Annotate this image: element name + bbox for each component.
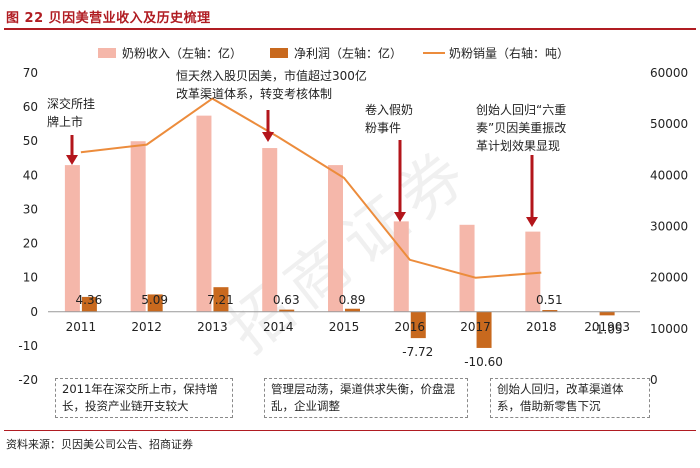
profit-bar [147, 294, 163, 312]
annotation-text-2: 恒天然入股贝因美，市值超过300亿 [176, 68, 367, 83]
profit-data-label: -10.60 [464, 355, 503, 369]
annotation-text-3: 粉事件 [365, 121, 401, 135]
profit-data-label: -7.72 [402, 345, 433, 359]
figure-header: 图 22 贝因美营业收入及历史梳理 [0, 0, 700, 30]
right-axis-tick: 60000 [650, 66, 688, 80]
category-label: 2015 [329, 320, 360, 334]
note-box-3: 创始人回归，改革渠道体系，借助新零售下沉 [490, 378, 650, 418]
category-label: 2014 [263, 320, 294, 334]
note-text-2: 管理层动荡，渠道供求失衡，价盘混乱，企业调整 [271, 382, 455, 413]
profit-bar [81, 296, 97, 312]
profit-data-label: 0.63 [273, 293, 300, 307]
figure-title: 图 22 贝因美营业收入及历史梳理 [6, 11, 211, 26]
annotation-arrow-head-3 [394, 212, 406, 222]
right-axis-tick: 20000 [650, 271, 688, 285]
annotation-text-3: 卷入假奶 [365, 102, 413, 117]
right-axis-tick: 30000 [650, 220, 688, 234]
right-axis-tick: 40000 [650, 168, 688, 182]
revenue-bar [130, 141, 146, 312]
profit-data-label: 0.51 [536, 293, 563, 307]
left-axis-tick: 70 [23, 66, 38, 80]
annotation-text-1: 深交所挂 [47, 96, 95, 111]
category-label: 2016 [395, 320, 426, 334]
annotation-arrow-head-4 [526, 217, 538, 227]
profit-bar [476, 311, 492, 348]
annotation-text-2: 改革渠道体系，转变考核体制 [176, 86, 332, 101]
profit-data-label: 4.36 [76, 293, 103, 307]
left-axis-tick: 20 [23, 237, 38, 251]
category-label: 2012 [131, 320, 162, 334]
title-rule [4, 28, 696, 30]
profit-bar [542, 310, 558, 312]
revenue-bar [262, 148, 278, 312]
profit-bar [410, 311, 426, 339]
profit-data-label: -1.05 [592, 322, 623, 336]
profit-bar [213, 287, 229, 312]
left-axis-tick: 60 [23, 100, 38, 114]
category-label: 2018 [526, 320, 557, 334]
annotation-text-4: 奏”贝因美重振改 [476, 121, 566, 135]
revenue-bar [328, 165, 343, 312]
right-axis-tick: 0 [650, 373, 658, 387]
annotation-arrow-head-1 [66, 155, 78, 165]
profit-data-label: 7.21 [207, 293, 234, 307]
annotation-text-4: 创始人回归“六重 [476, 103, 566, 117]
legend-swatch-1 [98, 48, 116, 58]
left-axis-tick: -20 [18, 373, 38, 387]
note-text-3: 创始人回归，改革渠道体系，借助新零售下沉 [497, 382, 624, 413]
revenue-bar [196, 115, 212, 312]
left-axis-tick: -10 [18, 339, 38, 353]
source-note: 资料来源：贝因美公司公告、招商证券 [6, 438, 193, 451]
profit-bar [345, 308, 360, 312]
category-label: 201903 [584, 320, 630, 334]
legend-label-1: 奶粉收入（左轴：亿） [122, 46, 242, 61]
left-axis-tick: 10 [23, 271, 38, 285]
annotation-text-1: 牌上市 [47, 114, 83, 129]
right-axis-tick: 10000 [650, 322, 688, 336]
legend-swatch-2 [270, 48, 288, 58]
left-axis-tick: 30 [23, 202, 38, 216]
profit-data-label: 5.09 [141, 293, 168, 307]
revenue-bar [525, 231, 541, 312]
revenue-bar [393, 221, 409, 312]
revenue-bar [459, 224, 475, 312]
profit-data-label: 0.89 [339, 293, 366, 307]
category-label: 2017 [460, 320, 491, 334]
note-box-2: 管理层动荡，渠道供求失衡，价盘混乱，企业调整 [264, 378, 468, 418]
left-axis-tick: 40 [23, 168, 38, 182]
revenue-bar [64, 165, 80, 312]
annotation-text-4: 革计划效果显现 [476, 138, 560, 153]
profit-bar [279, 309, 295, 312]
right-axis-tick: 50000 [650, 117, 688, 131]
annotation-arrow-head-2 [262, 132, 274, 142]
left-axis-tick: 50 [23, 134, 38, 148]
note-text-1: 2011年在深交所上市，保持增长，投资产业链开支较大 [62, 382, 218, 413]
left-axis-tick: 0 [30, 305, 38, 319]
chart: 奶粉收入（左轴：亿） 净利润（左轴：亿） 奶粉销量（右轴：吨） -20 -10 0 10 20… [18, 46, 688, 388]
legend-label-2: 净利润（左轴：亿） [294, 46, 402, 61]
profit-bar [599, 311, 615, 316]
source-rule [4, 430, 696, 431]
note-box-1: 2011年在深交所上市，保持增长，投资产业链开支较大 [55, 378, 233, 418]
category-label: 2011 [66, 320, 97, 334]
volume-line [80, 97, 542, 279]
category-label: 2013 [197, 320, 228, 334]
legend-label-3: 奶粉销量（右轴：吨） [449, 46, 569, 61]
